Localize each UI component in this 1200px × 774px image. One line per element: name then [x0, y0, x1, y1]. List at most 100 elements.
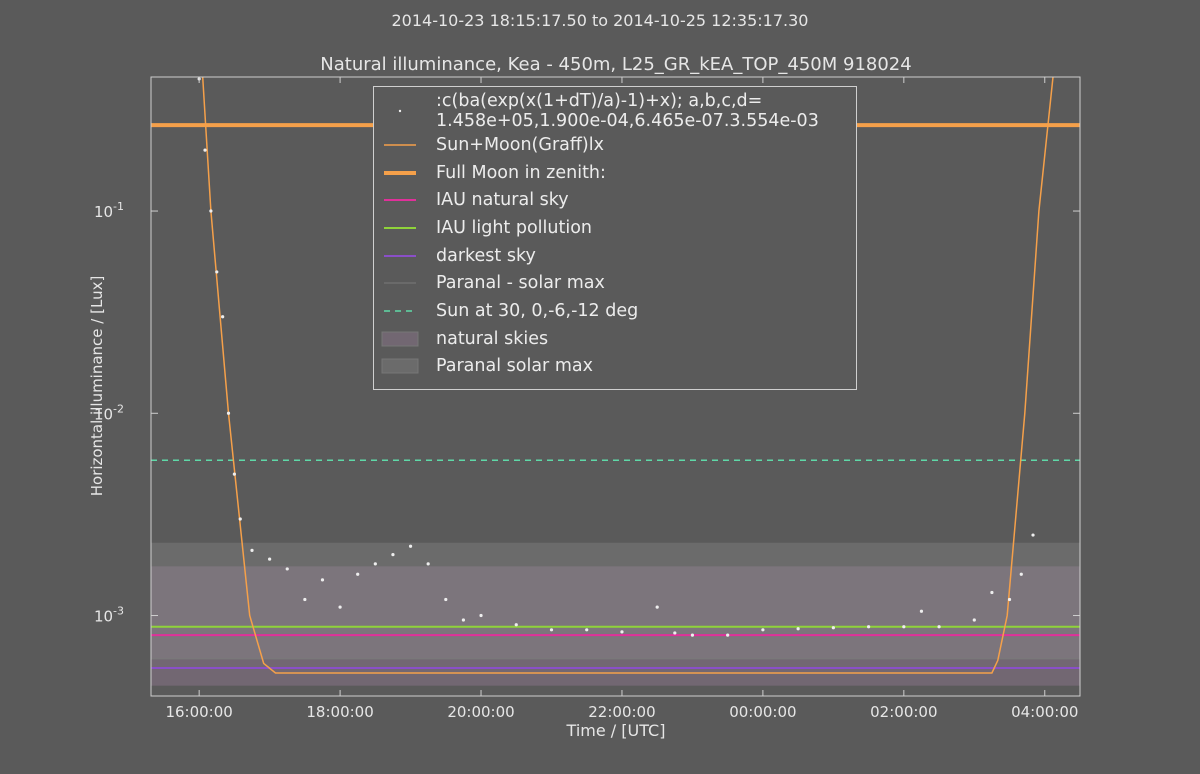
data-point [866, 625, 871, 629]
data-point [226, 411, 231, 415]
y-tick-label: 10-1 [94, 200, 124, 221]
series-line [201, 77, 1054, 674]
data-point [1031, 533, 1035, 537]
legend-entry: darkest sky [380, 242, 856, 270]
data-point [444, 597, 448, 602]
data-point [972, 618, 976, 622]
x-tick-label: 02:00:00 [870, 703, 937, 721]
legend: :c(ba(exp(x(1+dT)/a)-1)+x); a,b,c,d= 1.4… [373, 86, 857, 390]
legend-label: Paranal - solar max [436, 273, 605, 294]
legend-swatch [384, 254, 416, 257]
data-point [1007, 597, 1012, 602]
data-point [655, 605, 659, 609]
x-tick-label: 16:00:00 [165, 703, 232, 721]
data-point [215, 270, 219, 274]
tick-exponent: -1 [113, 200, 124, 213]
data-point [203, 148, 207, 152]
data-point [726, 633, 730, 637]
legend-label: Sun at 30, 0,-6,-12 deg [436, 300, 639, 321]
data-point [902, 625, 906, 629]
legend-entry: natural skies [380, 325, 856, 353]
data-point [285, 567, 289, 571]
data-point [221, 315, 225, 319]
data-point [1019, 572, 1023, 576]
axes: 16:00:00 18:00:00 20:00:00 22:00:00 00:00:00… [94, 77, 1080, 721]
legend-swatch [384, 282, 416, 284]
data-point [585, 628, 589, 632]
swatch-point [398, 109, 402, 113]
y-tick-label: 10-3 [94, 605, 124, 626]
legend-entry: Full Moon in zenith: [380, 159, 856, 187]
data-point [479, 613, 483, 618]
legend-label: Paranal solar max [436, 356, 593, 377]
tick-exponent: -3 [113, 605, 124, 618]
chart-title: Natural illuminance, Kea - 450m, L25_GR_… [320, 54, 911, 75]
data-point [238, 517, 242, 521]
data-point [673, 631, 677, 635]
legend-entry: Paranal - solar max [380, 269, 856, 297]
data-point [796, 627, 800, 631]
x-tick-label: 18:00:00 [306, 703, 373, 721]
legend-swatch [384, 144, 416, 146]
legend-swatch [384, 226, 416, 229]
data-point [391, 553, 395, 557]
chart-subtitle: 2014-10-23 18:15:17.50 to 2014-10-25 12:… [392, 11, 809, 30]
data-point [620, 630, 624, 634]
data-point [937, 625, 941, 629]
legend-label: :c(ba(exp(x(1+dT)/a)-1)+x); a,b,c,d= 1.4… [436, 91, 819, 131]
data-point [338, 605, 342, 609]
legend-entry: IAU light pollution [380, 214, 856, 242]
legend-swatch [381, 358, 419, 374]
plot-frame [150, 76, 1081, 697]
data-point [373, 562, 377, 566]
data-point [356, 572, 360, 576]
legend-label: darkest sky [436, 245, 536, 266]
legend-swatch [398, 109, 402, 113]
data-point [303, 597, 307, 602]
data-point [320, 578, 325, 582]
legend-label: IAU light pollution [436, 217, 593, 238]
data-point [232, 472, 236, 476]
tick-base: 10 [94, 203, 113, 221]
legend-swatch [384, 199, 416, 202]
y-tick-label: 10-2 [94, 402, 124, 423]
legend-swatch [381, 331, 419, 347]
tick-exponent: -2 [113, 402, 124, 415]
bands [151, 542, 1080, 686]
legend-entry: Sun+Moon(Graff)lx [380, 131, 856, 159]
data-point [250, 548, 254, 552]
tick-base: 10 [94, 405, 113, 423]
legend-entry: Sun at 30, 0,-6,-12 deg [380, 297, 856, 325]
data-point [549, 628, 554, 632]
x-tick-label: 20:00:00 [447, 703, 514, 721]
swatch-band [381, 331, 419, 347]
x-tick-label: 04:00:00 [1011, 703, 1078, 721]
legend-swatch [384, 310, 416, 312]
data-point [408, 544, 413, 548]
data-point [514, 623, 518, 627]
legend-label: IAU natural sky [436, 190, 569, 211]
data-point [268, 557, 272, 561]
legend-label: Sun+Moon(Graff)lx [436, 134, 604, 155]
data-point [690, 633, 695, 637]
legend-swatch [384, 170, 416, 175]
x-tick-label: 22:00:00 [588, 703, 655, 721]
data-point [426, 562, 430, 566]
data-point [990, 590, 994, 595]
swatch-band [381, 358, 419, 374]
legend-entry: :c(ba(exp(x(1+dT)/a)-1)+x); a,b,c,d= 1.4… [380, 91, 856, 131]
legend-entry: Paranal solar max [380, 353, 856, 381]
data-point [461, 618, 466, 622]
data-point [761, 628, 765, 632]
x-tick-label: 00:00:00 [729, 703, 796, 721]
data-point [831, 626, 835, 630]
x-axis-label: Time / [UTC] [566, 721, 666, 740]
legend-entry: IAU natural sky [380, 186, 856, 214]
data-point [919, 609, 924, 613]
reference-band [151, 542, 1080, 659]
legend-label: natural skies [436, 328, 549, 349]
y-axis-label: Horizontal illuminance / [Lux] [88, 276, 106, 497]
data-point [209, 209, 213, 213]
